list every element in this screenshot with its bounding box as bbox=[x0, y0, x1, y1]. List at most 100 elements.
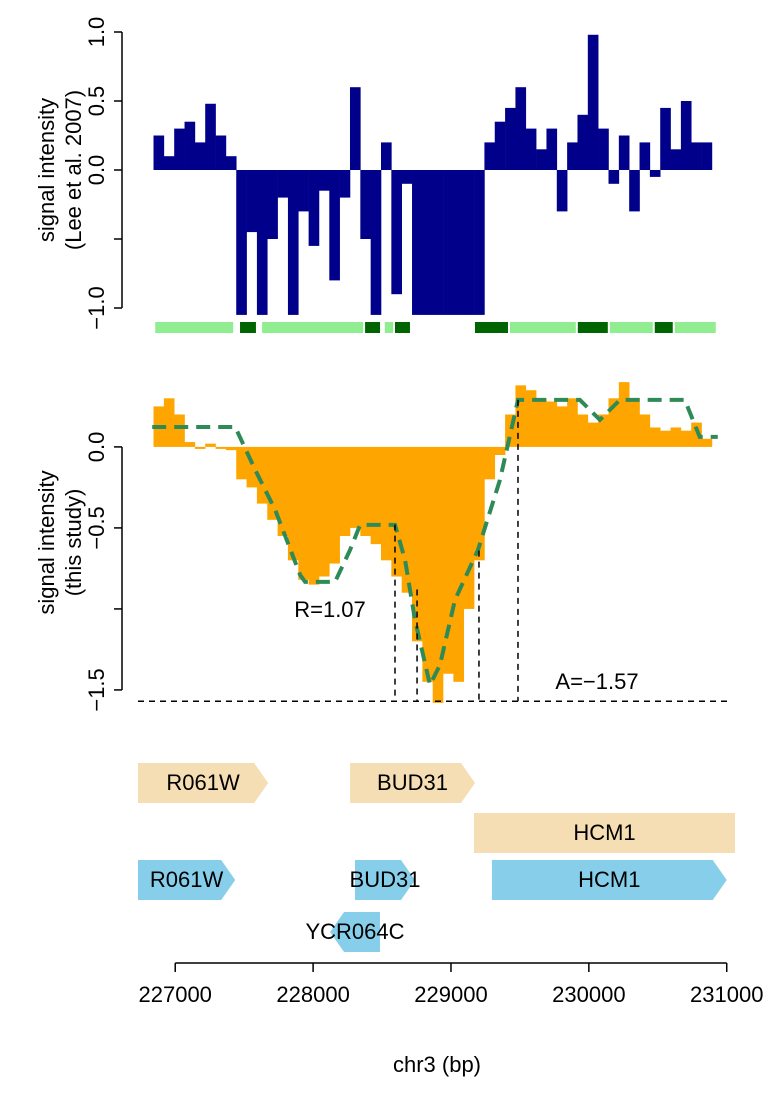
bar bbox=[443, 170, 454, 315]
gene bbox=[355, 860, 415, 900]
x-tick-label: 228000 bbox=[276, 982, 349, 1007]
area-bar bbox=[246, 446, 258, 488]
middle-panel: −1.5 −0.5 0.0 signal intensity (this study) R… bbox=[34, 382, 727, 712]
area-bar bbox=[174, 414, 185, 447]
area-bar bbox=[608, 398, 620, 447]
bar bbox=[618, 135, 630, 170]
bar bbox=[246, 170, 258, 233]
bar bbox=[349, 87, 361, 170]
bar bbox=[577, 114, 589, 170]
bar bbox=[236, 170, 247, 315]
x-axis-title: chr3 (bp) bbox=[393, 1052, 481, 1077]
gene-area: R061W BUD31 HCM1 R061W BUD31 HCM1 YCR064C bbox=[138, 763, 735, 952]
bar bbox=[453, 170, 465, 315]
gene bbox=[350, 763, 475, 803]
area-bar bbox=[194, 446, 206, 449]
area-bar bbox=[308, 446, 320, 585]
bar bbox=[670, 149, 682, 170]
bar bbox=[287, 170, 299, 315]
bar bbox=[701, 142, 713, 170]
area-bar bbox=[339, 446, 351, 537]
y-axis-title: (Lee et al. 2007) bbox=[61, 90, 86, 250]
bar bbox=[505, 107, 516, 170]
area-bar bbox=[505, 414, 516, 447]
area-bar bbox=[587, 422, 599, 447]
top-panel: −1.0 0.0 0.5 1.0 signal intensity (Lee et al.… bbox=[34, 17, 716, 333]
y-tick-label: −0.5 bbox=[84, 506, 109, 549]
state-segment bbox=[654, 322, 673, 333]
area-bar bbox=[256, 446, 268, 504]
gene-label: R061W bbox=[166, 770, 240, 795]
area-bar bbox=[163, 398, 175, 447]
bar bbox=[629, 170, 640, 212]
state-segment bbox=[365, 322, 381, 333]
area-bar bbox=[215, 446, 227, 449]
state-segment bbox=[262, 322, 364, 333]
area-bar bbox=[422, 446, 434, 682]
area-bar bbox=[639, 414, 651, 447]
y-tick-label: 1.0 bbox=[84, 17, 109, 48]
gene-panel: R061W BUD31 HCM1 R061W BUD31 HCM1 YCR064C 22700… bbox=[138, 763, 763, 1077]
x-tick-label: 229000 bbox=[414, 982, 487, 1007]
area-bar bbox=[494, 446, 506, 456]
bar bbox=[163, 156, 175, 170]
bar bbox=[194, 142, 206, 170]
bar bbox=[360, 170, 371, 239]
area-bar bbox=[484, 446, 496, 480]
area-bar bbox=[577, 414, 589, 447]
y-tick-label: 0.0 bbox=[84, 432, 109, 463]
gene-label: BUD31 bbox=[350, 867, 421, 892]
bar bbox=[256, 170, 268, 315]
area-bar bbox=[660, 430, 671, 447]
bar bbox=[474, 170, 485, 315]
area-bar bbox=[649, 427, 661, 447]
y-tick-label: 0.5 bbox=[84, 86, 109, 117]
gene-label: YCR064C bbox=[305, 919, 404, 944]
bar bbox=[329, 170, 340, 281]
bar bbox=[205, 103, 216, 170]
area-bar bbox=[391, 446, 402, 577]
bar bbox=[381, 142, 392, 170]
area-bar bbox=[443, 446, 454, 674]
bar bbox=[546, 128, 558, 170]
bar bbox=[515, 87, 527, 170]
bar bbox=[370, 170, 382, 315]
state-segment bbox=[509, 322, 576, 333]
area-bar bbox=[236, 446, 247, 480]
state-segment bbox=[474, 322, 508, 333]
bar bbox=[536, 149, 547, 170]
bar bbox=[494, 121, 506, 170]
bar bbox=[339, 170, 351, 198]
area-bar bbox=[474, 446, 485, 561]
gene-label: BUD31 bbox=[377, 770, 448, 795]
bar bbox=[598, 128, 609, 170]
bar bbox=[308, 170, 320, 246]
bar bbox=[567, 142, 578, 170]
y-axis-title: signal intensity bbox=[34, 470, 59, 614]
bar bbox=[401, 170, 413, 184]
area-bar bbox=[287, 446, 299, 561]
bar bbox=[525, 128, 537, 170]
area-bar bbox=[225, 446, 237, 451]
area-bar bbox=[349, 446, 361, 528]
area-bar bbox=[370, 446, 382, 545]
area-bar bbox=[412, 446, 423, 642]
area-bar bbox=[381, 446, 392, 561]
gene bbox=[491, 860, 727, 900]
area-bar bbox=[184, 442, 196, 447]
state-segment bbox=[674, 322, 716, 333]
gene bbox=[138, 860, 236, 900]
area-bar bbox=[463, 446, 475, 609]
area-bar bbox=[670, 427, 682, 447]
state-segment bbox=[155, 322, 234, 333]
state-segment bbox=[609, 322, 653, 333]
bar bbox=[318, 170, 330, 191]
y-axis-title: (this study) bbox=[61, 489, 86, 597]
area-bar bbox=[318, 446, 330, 577]
state-segment bbox=[394, 322, 410, 333]
bar bbox=[649, 170, 661, 177]
area-bar bbox=[453, 446, 465, 682]
gene bbox=[474, 813, 735, 853]
bar bbox=[680, 101, 692, 170]
area-bar bbox=[277, 446, 289, 537]
